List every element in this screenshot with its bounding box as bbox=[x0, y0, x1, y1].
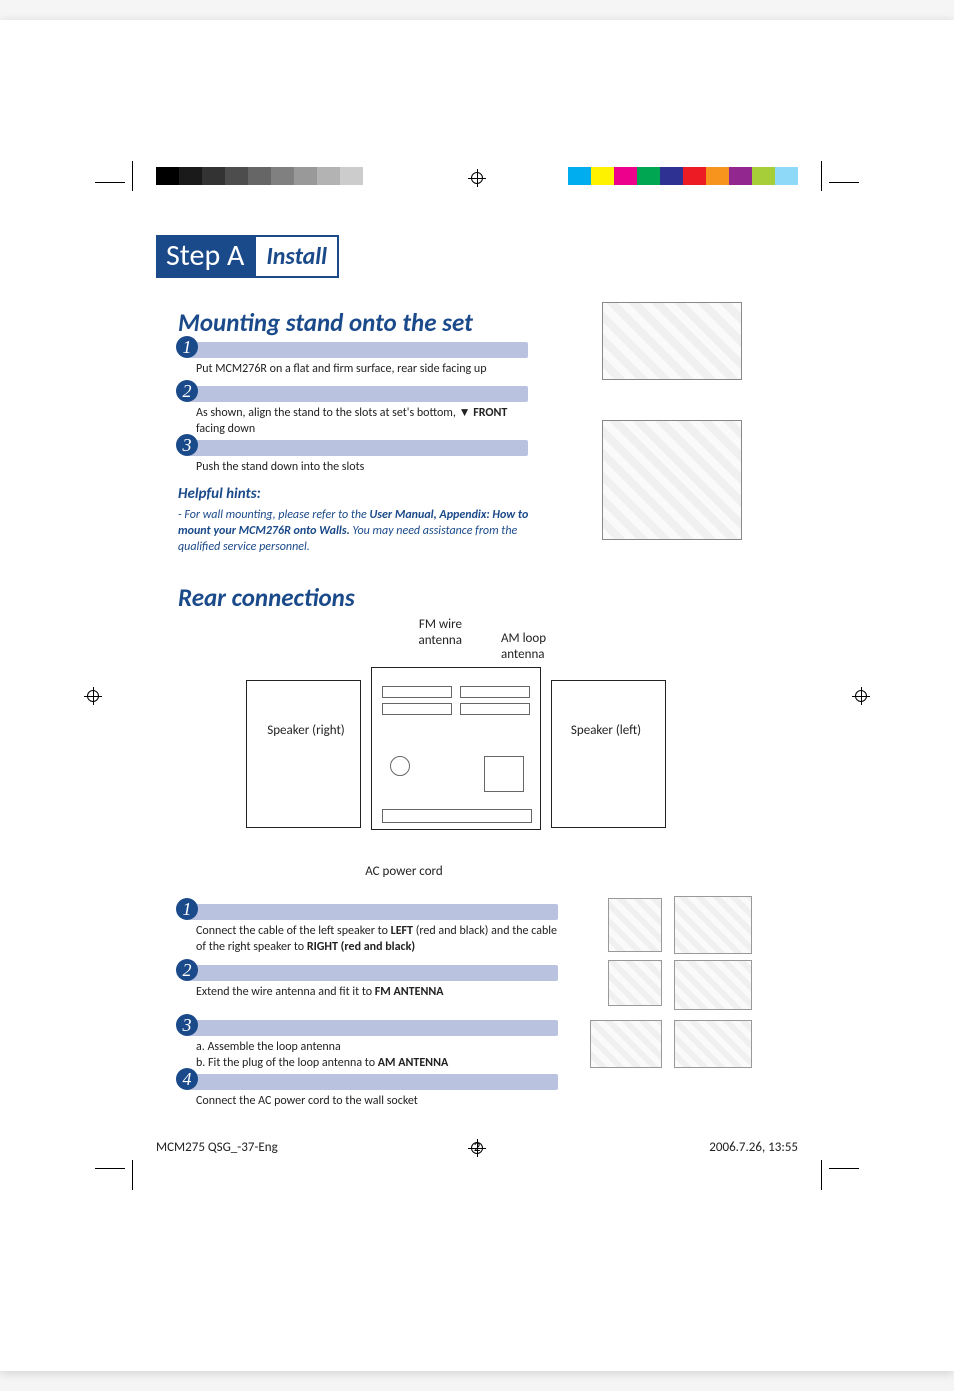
step-number-badge: 3 bbox=[176, 1014, 198, 1036]
step-number-badge: 2 bbox=[176, 959, 198, 981]
step-text: Extend the wire antenna and fit it to FM… bbox=[178, 981, 558, 1001]
mounting-diagram-lower bbox=[602, 420, 742, 540]
step-text: As shown, align the stand to the slots a… bbox=[178, 402, 528, 437]
document-page: Step A Install Mounting stand onto the s… bbox=[0, 20, 954, 1371]
step-number-badge: 3 bbox=[176, 434, 198, 456]
mounting-diagram-upper bbox=[602, 302, 742, 380]
registration-mark-icon bbox=[468, 169, 486, 187]
registration-mark-icon bbox=[84, 687, 102, 705]
mount-step-2: 2 As shown, align the stand to the slots… bbox=[178, 386, 528, 437]
label-fm-antenna: FM wire antenna bbox=[382, 617, 462, 650]
step-label: Step A bbox=[156, 235, 254, 278]
step-number-badge: 4 bbox=[176, 1068, 198, 1090]
install-label: Install bbox=[254, 235, 339, 278]
hints-body: - For wall mounting, please refer to the… bbox=[178, 507, 538, 556]
step-number-badge: 2 bbox=[176, 380, 198, 402]
rear-thumb-speaker-terminal bbox=[608, 898, 662, 952]
step-heading: Step A Install bbox=[156, 235, 339, 278]
label-am-antenna: AM loop antenna bbox=[501, 631, 581, 664]
step-number-badge: 1 bbox=[176, 898, 198, 920]
rear-step-4: 4 Connect the AC power cord to the wall … bbox=[178, 1074, 558, 1110]
mount-step-1: 1 Put MCM276R on a flat and firm surface… bbox=[178, 342, 528, 378]
step-text: Connect the AC power cord to the wall so… bbox=[178, 1090, 558, 1110]
rear-thumb-am-plug bbox=[674, 1020, 752, 1068]
step-text: Connect the cable of the left speaker to… bbox=[178, 920, 558, 955]
label-ac-cord: AC power cord bbox=[344, 864, 464, 880]
section-title-rear: Rear connections bbox=[178, 582, 355, 613]
label-speaker-left: Speaker (left) bbox=[566, 723, 646, 739]
rear-step-1: 1 Connect the cable of the left speaker … bbox=[178, 904, 558, 955]
color-calibration-bar bbox=[568, 167, 798, 185]
step-number-badge: 1 bbox=[176, 336, 198, 358]
main-unit-box bbox=[371, 667, 541, 830]
mount-step-3: 3 Push the stand down into the slots bbox=[178, 440, 528, 476]
section-title-mounting: Mounting stand onto the set bbox=[178, 307, 473, 338]
step-text: Push the stand down into the slots bbox=[178, 456, 528, 476]
rear-connections-diagram: FM wire antenna AM loop antenna Speaker … bbox=[246, 659, 666, 859]
hints-title: Helpful hints: bbox=[178, 485, 538, 503]
helpful-hints: Helpful hints: - For wall mounting, plea… bbox=[178, 485, 538, 556]
grayscale-calibration-bar bbox=[156, 167, 386, 185]
rear-step-2: 2 Extend the wire antenna and fit it to … bbox=[178, 965, 558, 1001]
footer-doc-id: MCM275 QSG_-37-Eng bbox=[156, 1140, 278, 1155]
label-speaker-right: Speaker (right) bbox=[266, 723, 346, 739]
registration-mark-icon bbox=[468, 1139, 486, 1157]
rear-thumb-am-stand bbox=[590, 1020, 662, 1068]
rear-thumb-fm-slot bbox=[608, 960, 662, 1006]
speaker-left-box bbox=[551, 680, 666, 828]
step-text: a. Assemble the loop antenna b. Fit the … bbox=[178, 1036, 558, 1071]
crop-marks-bottom bbox=[0, 1157, 954, 1213]
rear-step-3: 3 a. Assemble the loop antenna b. Fit th… bbox=[178, 1020, 558, 1071]
footer-timestamp: 2006.7.26, 13:55 bbox=[709, 1140, 798, 1155]
registration-mark-icon bbox=[852, 687, 870, 705]
rear-thumb-fm-wire bbox=[674, 960, 752, 1010]
rear-thumb-speaker-wire bbox=[674, 896, 752, 954]
step-text: Put MCM276R on a flat and firm surface, … bbox=[178, 358, 528, 378]
speaker-right-box bbox=[246, 680, 361, 828]
